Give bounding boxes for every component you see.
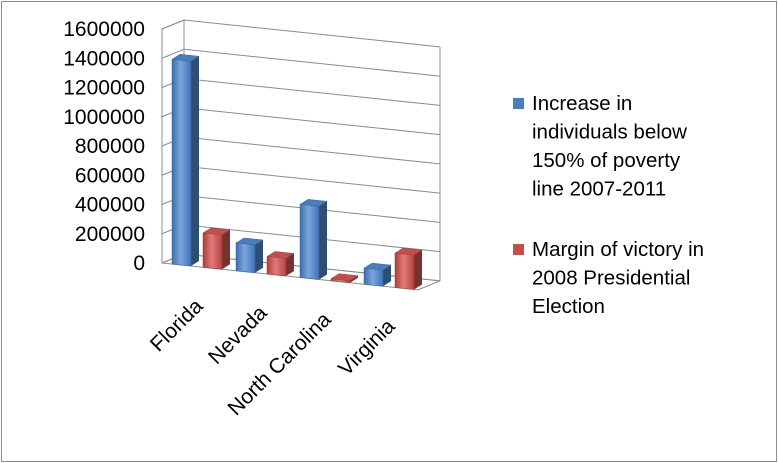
bar-blue-side — [319, 201, 327, 280]
bar-blue-front — [299, 204, 320, 280]
y-axis-tick-labels: 1600000 1400000 1200000 1000000 800000 600000… — [63, 18, 145, 275]
x-category-label: Virginia — [334, 315, 400, 381]
legend-label: individuals below — [532, 121, 687, 144]
gridline — [161, 19, 441, 48]
gridline — [161, 48, 441, 77]
gridline — [161, 136, 441, 165]
y-tick-label: 0 — [133, 252, 145, 275]
gridline — [161, 165, 441, 194]
bar-red — [394, 247, 423, 290]
bar-red-front — [330, 278, 351, 284]
y-tick-label: 600000 — [75, 164, 145, 187]
legend-label: Election — [532, 295, 605, 318]
legend-swatch — [513, 244, 524, 255]
bar-blue-side — [255, 239, 263, 273]
bar-red-side — [414, 250, 422, 290]
legend-swatch — [513, 98, 524, 109]
legend-label: Increase in — [532, 92, 632, 115]
y-tick-label: 200000 — [75, 223, 145, 246]
bar-blue-front — [363, 267, 384, 287]
y-tick-label: 1000000 — [63, 106, 145, 129]
bar-blue-front — [171, 59, 192, 267]
bar-red — [266, 251, 295, 277]
bar-blue — [299, 199, 328, 280]
legend: Increase in individuals below 150% of pove… — [513, 92, 704, 318]
x-category-label: Nevada — [204, 301, 272, 369]
y-tick-label: 1400000 — [63, 47, 145, 70]
bar-blue-front — [235, 242, 256, 274]
bars — [171, 54, 423, 290]
bar-red-side — [350, 275, 358, 283]
bar-red-side — [286, 253, 294, 277]
bar-red-side — [222, 229, 230, 270]
y-tick-label: 400000 — [75, 194, 145, 217]
legend-label: 150% of poverty — [532, 149, 681, 172]
bar-red-front — [266, 256, 287, 277]
legend-label: line 2007-2011 — [532, 178, 666, 201]
legend-label: 2008 Presidential — [532, 267, 690, 290]
bar-blue-side — [191, 56, 199, 267]
x-category-label: Florida — [146, 294, 208, 356]
bar-blue-side — [383, 265, 391, 287]
legend-label: Margin of victory in — [532, 238, 704, 261]
gridline — [161, 107, 441, 136]
bar-blue — [171, 54, 200, 267]
y-tick-label: 1600000 — [63, 18, 145, 41]
bar-blue — [363, 262, 392, 287]
y-tick-label: 800000 — [75, 135, 145, 158]
gridline — [161, 77, 441, 106]
bar-red-front — [202, 232, 223, 270]
bar-red — [330, 273, 359, 284]
y-tick-label: 1200000 — [63, 77, 145, 100]
bar-red-front — [394, 252, 415, 290]
bar-red — [202, 227, 231, 270]
bar-blue — [235, 237, 264, 274]
